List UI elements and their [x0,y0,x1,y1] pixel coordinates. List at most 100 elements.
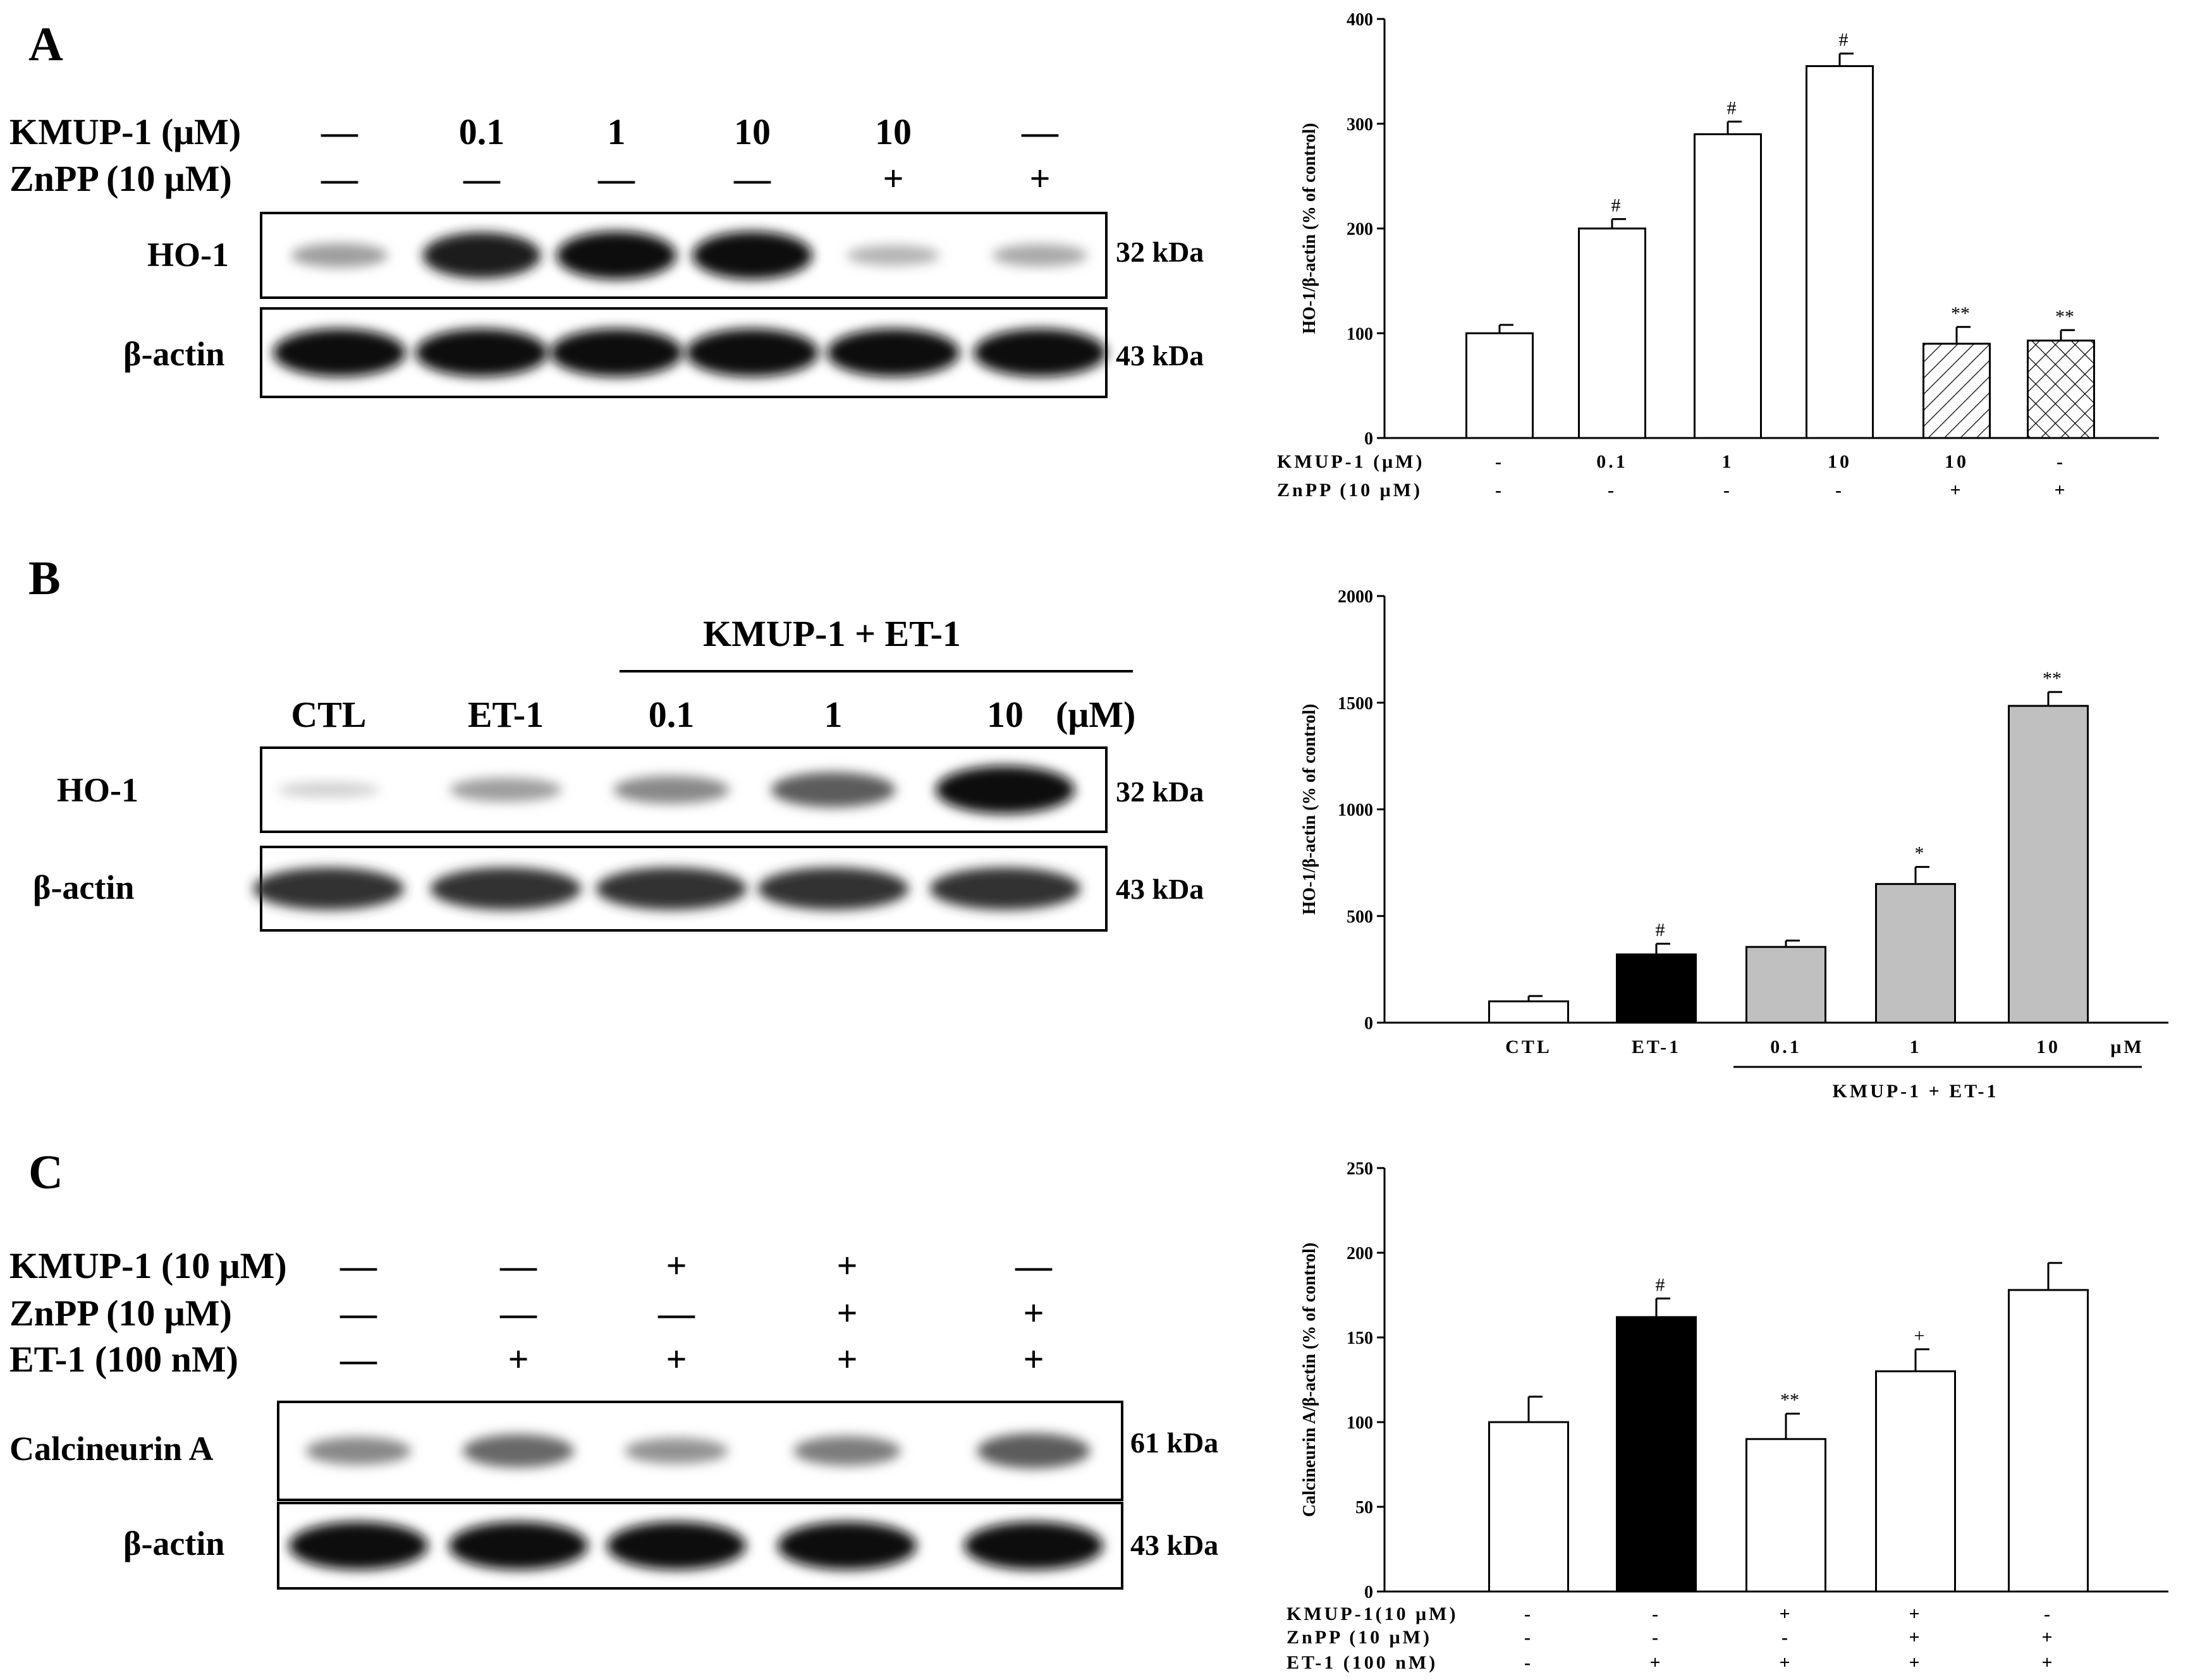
panel-c: C KMUP-1 (10 μM) ZnPP (10 μM) ET-1 (100 … [9,1146,1218,1590]
blot-a-cond-2-6: + [1029,158,1050,199]
chart-0-cond-1-6: - [2057,451,2065,472]
panel-a: A KMUP-1 (μM) ZnPP (10 μM) —0.1 1 10 10 —— — —… [9,18,1204,398]
chart-2-cond-2-5: + [2041,1627,2055,1648]
chart-0-cond-2-5: + [1950,480,1963,501]
chart-0-sig-6: ** [2055,306,2074,327]
panel-letter-c: C [28,1146,63,1199]
blot-b-group-label: KMUP-1 + ET-1 [703,613,961,654]
chart-0-bar-1 [1465,332,1534,439]
blot-a-ho1-bands [291,231,1088,279]
chart-2-cond-1-2: - [1652,1604,1661,1624]
blot-a-cond-2-3: — [597,158,635,199]
chart-0-bar-5 [1922,343,1991,439]
blot-c-calcineurin-label: Calcineurin A [9,1430,214,1468]
chart-0-sig-2: # [1611,195,1621,216]
blot-a-cond-1-3: 1 [608,111,626,152]
chart-2-cond-2-2: - [1652,1627,1661,1648]
blot-c-actin-bands [289,1521,1103,1570]
blot-c-cond-1-2: — [499,1245,537,1286]
chart-2-ytick-label-0: 0 [1364,1583,1373,1602]
blot-b-ho1-label: HO-1 [57,771,138,809]
blot-c-cond-2-1: — [339,1293,377,1334]
blot-a-condition-label-1: KMUP-1 (μM) [9,111,241,152]
chart-0-sig-3: # [1727,97,1737,118]
chart-0-bar-3 [1694,133,1762,439]
chart-1-group-label: KMUP-1 + ET-1 [1833,1081,1999,1102]
chart-0-cond-1-3: 1 [1722,451,1734,472]
blot-c-calcineurin-kda: 61 kDa [1130,1427,1218,1459]
chart-2-sig-4: + [1914,1325,1925,1346]
blot-b-lane-label-4: 1 [824,694,843,735]
chart-0-sig-5: ** [1951,303,1970,324]
chart-2-cond-3-1: - [1524,1652,1533,1673]
chart-c: 0 50 100 150 200 250 Calcineurin A/β-actin (% … [1287,1159,2168,1673]
blot-a-cond-1-5: 10 [875,111,912,152]
chart-2-cond-2-4: + [1909,1627,1922,1648]
chart-0-cond-label-2: ZnPP (10 μM) [1277,480,1422,501]
chart-0-cond-label-1: KMUP-1 (μM) [1277,451,1424,472]
blot-c-calcineurin-band-1 [305,1437,412,1465]
chart-0-ylabel: HO-1/β-actin (% of control) [1300,123,1319,334]
panel-b: B KMUP-1 + ET-1 CTL ET-1 0.1 1 10 (μM) HO-1 … [28,552,1204,932]
chart-1-unit: μM [2110,1037,2144,1057]
blot-a-condition-values: — 0.1 1 10 10 — — — — — + + [321,111,1059,199]
blot-c-cond-1-3: + [666,1245,687,1286]
chart-2-cond-label-1: KMUP-1(10 μM) [1287,1604,1458,1624]
blot-a-actin-band-3 [550,329,683,377]
blot-a-actin-band-5 [827,329,960,377]
blot-c-cond-2-2: — [499,1293,537,1334]
blot-a-actin-band-2 [415,329,548,377]
blot-a-actin-band-6 [974,329,1106,377]
chart-2-cond-label-2: ZnPP (10 μM) [1287,1627,1432,1648]
blot-c-cond-1-4: + [836,1245,857,1286]
chart-0-cond-2-1: - [1495,480,1504,501]
blot-b-ho1-band-5 [936,765,1075,814]
chart-0-cond-2-2: - [1608,480,1617,501]
blot-b-lane-label-3: 0.1 [649,694,695,735]
panel-letter-a: A [28,18,63,71]
blot-b-actin-band-5 [929,867,1081,910]
blot-c-cond-2-5: + [1023,1293,1044,1334]
chart-2-cond-1-1: - [1524,1604,1533,1624]
blot-c-cond-3-3: + [666,1339,687,1380]
chart-1-ytick-label-2: 1000 [1338,801,1373,820]
blot-a-ho1-frame [260,212,1108,299]
blot-c-actin-band-3 [607,1521,746,1570]
chart-b: 0 500 1000 1500 2000 HO-1/β-actin (% of contr… [1300,587,2168,1102]
blot-b-ho1-bands [278,765,1075,814]
chart-0-ytick-label-2: 200 [1347,220,1373,240]
blot-c-cond-3-1: — [339,1339,377,1380]
chart-0-cond-2-3: - [1723,480,1732,501]
blot-b-actin-band-3 [596,867,747,910]
blot-b-lane-label-2: ET-1 [468,694,544,735]
blot-c-cond-1-5: — [1015,1245,1053,1286]
chart-2-cond-1-5: - [2044,1604,2053,1624]
blot-c-actin-band-1 [289,1521,428,1570]
chart-1-ytick-label-3: 1500 [1338,694,1373,714]
blot-c-cond-2-3: — [657,1293,695,1334]
chart-1-sig-4: * [1915,843,1924,864]
blot-b-actin-band-1 [253,867,405,910]
blot-c-calcineurin-band-4 [793,1436,901,1466]
chart-2-ytick-label-4: 200 [1347,1244,1373,1263]
blot-a-condition-label-2: ZnPP (10 μM) [9,158,232,199]
blot-a-actin-bands [273,329,1106,377]
chart-0-bar-4 [1806,65,1874,439]
blot-c-calcineurin-bands [305,1433,1091,1469]
blot-a-ho1-kda: 32 kDa [1116,236,1204,268]
chart-0-sig-4: # [1839,30,1849,51]
blot-b-actin-kda: 43 kDa [1116,873,1204,905]
blot-c-condition-label-3: ET-1 (100 nM) [9,1339,238,1380]
chart-1-ylabel: HO-1/β-actin (% of control) [1300,704,1319,915]
blot-b-ho1-band-1 [278,782,380,798]
chart-0-cond-2-4: - [1835,480,1844,501]
chart-0-cond-2-6: + [2054,480,2067,501]
blot-b-actin-bands [253,867,1081,910]
chart-2-sig-3: ** [1780,1390,1799,1411]
blot-c-actin-band-2 [449,1521,588,1570]
chart-2-cond-2-3: - [1782,1627,1790,1648]
chart-2-cond-3-2: + [1649,1652,1663,1673]
blot-a-actin-band-1 [273,329,406,377]
blot-b-ho1-kda: 32 kDa [1116,776,1204,808]
